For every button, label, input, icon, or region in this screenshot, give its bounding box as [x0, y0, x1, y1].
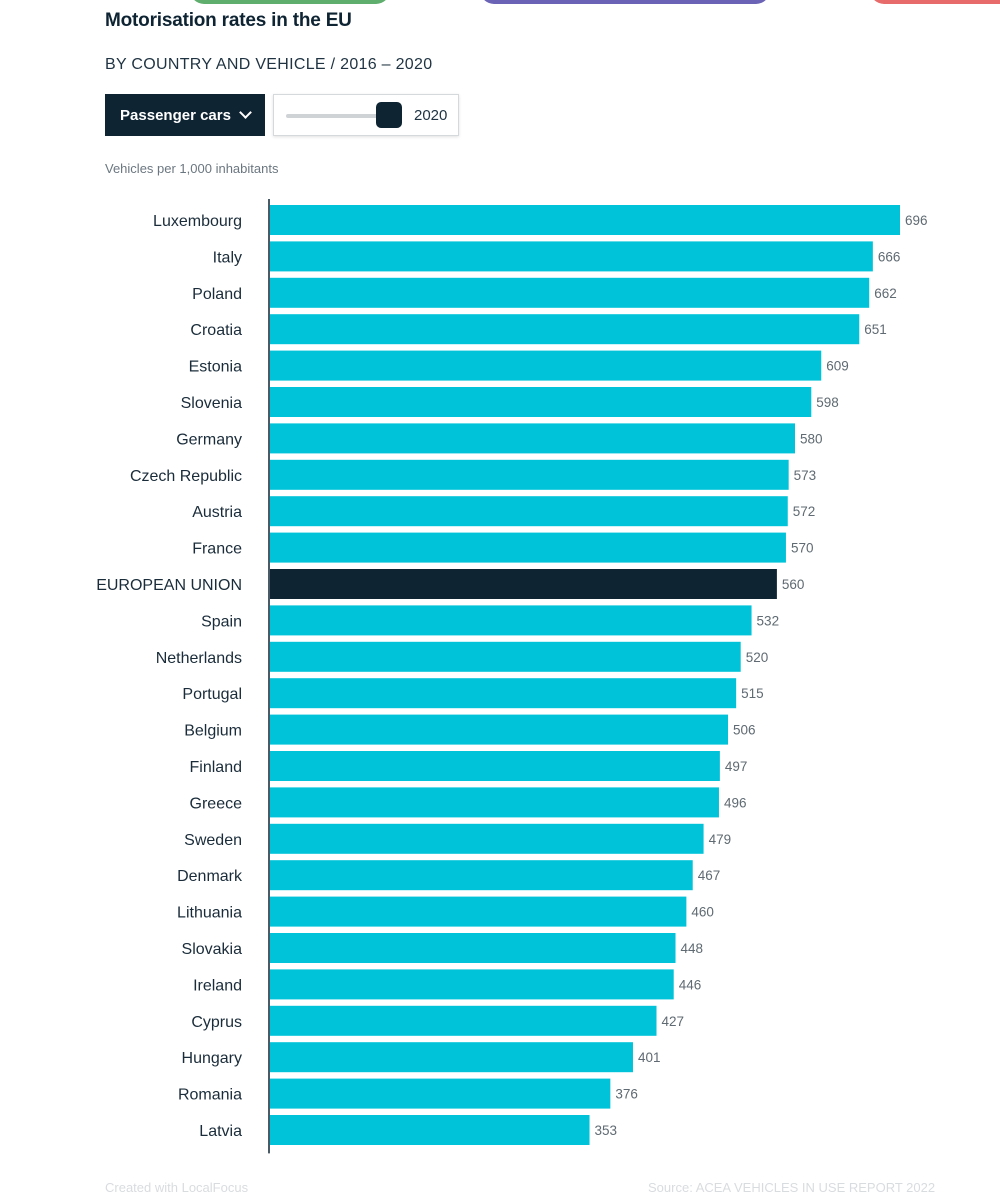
bar[interactable]: [270, 678, 737, 709]
bar-highlight[interactable]: [270, 569, 777, 599]
data-label: 496: [724, 795, 747, 810]
data-label: 401: [638, 1050, 661, 1065]
category-label: Greece: [190, 795, 243, 812]
bar[interactable]: [270, 1078, 611, 1109]
category-label: Germany: [176, 431, 242, 448]
data-label: 598: [816, 395, 839, 410]
category-label: Austria: [192, 504, 242, 521]
chart-subtitle: BY COUNTRY AND VEHICLE / 2016 – 2020: [105, 56, 433, 73]
bar[interactable]: [270, 933, 676, 963]
bar[interactable]: [270, 532, 786, 563]
chevron-down-icon: [239, 106, 252, 119]
category-label: Poland: [192, 286, 242, 303]
vehicle-type-label: Passenger cars: [120, 106, 231, 124]
category-label: Ireland: [193, 977, 242, 994]
bar[interactable]: [270, 714, 729, 745]
category-label: Czech Republic: [130, 468, 242, 485]
bar[interactable]: [270, 823, 704, 854]
category-label: Croatia: [190, 322, 242, 339]
bar-chart: Luxembourg 696 Italy 666 Poland 662 Croatia 651…: [96, 199, 928, 1154]
data-label: 427: [662, 1014, 685, 1029]
data-label: 467: [698, 868, 721, 883]
bar[interactable]: [270, 605, 752, 636]
category-label: Luxembourg: [153, 213, 242, 230]
data-label: 696: [905, 213, 928, 228]
bar[interactable]: [270, 1042, 633, 1073]
data-label: 515: [741, 686, 764, 701]
category-label: Netherlands: [156, 650, 242, 667]
data-label: 446: [679, 977, 702, 992]
category-label: Denmark: [177, 868, 243, 885]
bar[interactable]: [270, 459, 789, 490]
chart-controls: Passenger cars 2020: [105, 94, 459, 136]
data-label: 460: [691, 905, 714, 920]
tab-pill-green[interactable]: [190, 0, 390, 4]
category-label: Portugal: [182, 686, 242, 703]
bar[interactable]: [270, 969, 674, 1000]
data-label: 651: [864, 322, 887, 337]
category-label: Romania: [178, 1087, 242, 1104]
bar[interactable]: [270, 787, 719, 818]
category-label: Spain: [201, 613, 242, 630]
data-label: 497: [725, 759, 748, 774]
data-label: 479: [709, 832, 732, 847]
slider-handle[interactable]: [376, 102, 402, 128]
category-label: EUROPEAN UNION: [96, 577, 242, 594]
bar[interactable]: [270, 496, 788, 527]
category-label: Slovenia: [181, 395, 242, 412]
slider-track[interactable]: [286, 114, 390, 118]
bar[interactable]: [270, 314, 860, 345]
bar[interactable]: [270, 1005, 657, 1036]
bar[interactable]: [270, 241, 873, 272]
bar[interactable]: [270, 860, 693, 891]
tab-pill-red[interactable]: [870, 0, 1000, 4]
bar[interactable]: [270, 277, 870, 308]
data-label: 376: [615, 1087, 638, 1102]
year-slider[interactable]: 2020: [273, 94, 459, 136]
category-label: Belgium: [184, 723, 242, 740]
source-text: Source: ACEA VEHICLES IN USE REPORT 2022: [648, 1180, 936, 1195]
data-label: 560: [782, 577, 805, 592]
data-label: 520: [746, 650, 769, 665]
bar[interactable]: [270, 896, 687, 927]
data-label: 572: [793, 504, 816, 519]
category-label: Lithuania: [177, 905, 242, 922]
tab-pill-purple[interactable]: [480, 0, 770, 4]
data-label: 532: [757, 613, 780, 628]
category-label: Hungary: [182, 1050, 242, 1067]
data-label: 580: [800, 431, 823, 446]
data-label: 353: [595, 1123, 618, 1138]
data-label: 573: [794, 468, 817, 483]
bar[interactable]: [270, 423, 795, 454]
bar[interactable]: [270, 1115, 590, 1145]
bar[interactable]: [270, 641, 741, 672]
category-label: France: [192, 541, 242, 558]
category-label: Finland: [190, 759, 242, 776]
data-label: 609: [826, 359, 849, 374]
bar[interactable]: [270, 387, 812, 417]
vehicle-type-dropdown[interactable]: Passenger cars: [105, 94, 265, 136]
bar[interactable]: [270, 350, 822, 381]
category-label: Sweden: [184, 832, 242, 849]
credit-text: Created with LocalFocus: [105, 1180, 249, 1195]
bar[interactable]: [270, 205, 900, 235]
category-label: Italy: [213, 249, 242, 266]
category-label: Slovakia: [182, 941, 243, 958]
data-label: 570: [791, 541, 814, 556]
chart-title: Motorisation rates in the EU: [105, 10, 352, 31]
axis-unit-label: Vehicles per 1,000 inhabitants: [105, 161, 279, 176]
bar[interactable]: [270, 751, 720, 781]
category-label: Latvia: [199, 1123, 242, 1140]
category-label: Estonia: [189, 359, 242, 376]
category-label: Cyprus: [191, 1014, 242, 1031]
data-label: 506: [733, 723, 756, 738]
data-label: 666: [878, 249, 901, 264]
year-value: 2020: [414, 107, 448, 124]
data-label: 662: [874, 286, 897, 301]
data-label: 448: [681, 941, 704, 956]
